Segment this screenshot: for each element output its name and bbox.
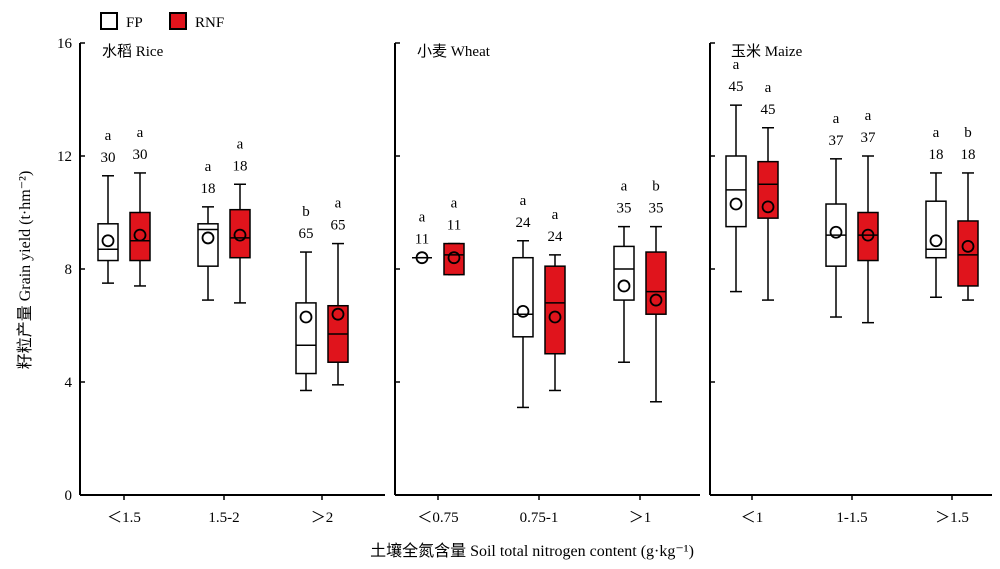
box-rnf-iqr (229, 208, 251, 259)
x-tick-label: ＜1 (741, 510, 764, 526)
panel-title-maize: 玉米 Maize (731, 43, 803, 60)
legend-swatch-fp (100, 12, 118, 30)
box-rnf-significance-letter: b (652, 179, 660, 195)
box-rnf-significance-letter: a (865, 108, 872, 124)
y-tick-label: 12 (57, 149, 72, 165)
box-fp-significance-letter: b (302, 204, 310, 220)
box-fp-significance-letter: a (621, 179, 628, 195)
y-tick-label: 4 (65, 375, 73, 391)
box-fp-significance-letter: a (419, 210, 426, 226)
box-fp-significance-letter: a (205, 159, 212, 175)
box-rnf-iqr (544, 265, 566, 355)
box-rnf-n-label: 18 (961, 147, 976, 163)
box-rnf-n-label: 65 (331, 218, 346, 234)
plot-area: 0 4 8 12 16 ＜1.5 30 a 30 a 1.5-2 18 a 18 a ＞2 65 b 65 a ＜0.7… (57, 36, 992, 526)
box-rnf-n-label: 45 (761, 102, 776, 118)
box-rnf-mean-marker (961, 239, 975, 253)
y-tick-label: 8 (65, 262, 73, 278)
box-rnf-mean-marker (548, 310, 562, 324)
box-fp-mean-marker (415, 251, 429, 265)
box-fp-n-label: 11 (415, 232, 429, 248)
box-rnf-n-label: 18 (233, 158, 248, 174)
x-axis-title: 土壤全氮含量 Soil total nitrogen content (g·kg… (370, 541, 694, 560)
box-fp-iqr (725, 155, 747, 228)
legend-swatch-rnf (169, 12, 187, 30)
box-fp-n-label: 37 (829, 133, 845, 149)
x-tick-label: ＜1.5 (107, 510, 141, 526)
x-tick-label: ＞1.5 (935, 510, 969, 526)
box-fp-significance-letter: a (105, 128, 112, 144)
y-tick-label: 0 (65, 488, 73, 504)
box-rnf-n-label: 37 (861, 130, 877, 146)
box-rnf-n-label: 35 (649, 201, 664, 217)
box-fp-mean-marker (929, 234, 943, 248)
box-fp-iqr (295, 302, 317, 375)
box-rnf-iqr (129, 211, 151, 262)
y-tick-label: 16 (57, 36, 73, 52)
x-tick-label: 0.75-1 (520, 510, 559, 526)
box-rnf-iqr (857, 211, 879, 262)
legend: FP RNF (100, 12, 224, 31)
box-fp-n-label: 24 (516, 215, 532, 231)
box-fp-n-label: 30 (101, 150, 116, 166)
box-rnf-mean-marker (761, 200, 775, 214)
box-rnf-significance-letter: a (237, 136, 244, 152)
box-rnf-significance-letter: a (451, 196, 458, 212)
x-tick-label: 1.5-2 (208, 510, 239, 526)
box-rnf-significance-letter: a (137, 125, 144, 141)
box-rnf-significance-letter: a (765, 80, 772, 96)
box-fp-mean-marker (617, 279, 631, 293)
x-tick-label: ＞1 (629, 510, 652, 526)
panel-title-wheat: 小麦 Wheat (417, 43, 491, 60)
box-fp-mean-marker (729, 197, 743, 211)
box-rnf-n-label: 30 (133, 147, 148, 163)
x-tick-label: 1-1.5 (836, 510, 867, 526)
box-rnf-iqr (757, 160, 779, 219)
box-rnf-significance-letter: a (335, 196, 342, 212)
box-rnf-mean-marker (331, 307, 345, 321)
legend-label-rnf: RNF (195, 15, 224, 31)
box-rnf-mean-marker (233, 228, 247, 242)
box-fp-mean-marker (201, 231, 215, 245)
box-rnf-significance-letter: b (964, 125, 972, 141)
box-fp-mean-marker (299, 310, 313, 324)
box-rnf-iqr (957, 220, 979, 287)
box-fp-n-label: 18 (201, 181, 216, 197)
y-axis-title: 籽粒产量 Grain yield (t·hm⁻²) (16, 171, 34, 370)
box-fp-mean-marker (516, 304, 530, 318)
box-fp-significance-letter: a (833, 111, 840, 127)
panel-title-rice: 水稻 Rice (102, 43, 164, 60)
box-fp-mean-marker (829, 225, 843, 239)
box-fp-significance-letter: a (520, 193, 527, 209)
box-fp-iqr (97, 223, 119, 262)
box-rnf-iqr (443, 242, 465, 276)
box-rnf-significance-letter: a (552, 207, 559, 223)
box-fp-n-label: 18 (929, 147, 944, 163)
box-rnf-mean-marker (133, 228, 147, 242)
box-fp-iqr (512, 256, 534, 338)
box-rnf-mean-marker (447, 251, 461, 265)
box-rnf-mean-marker (649, 293, 663, 307)
x-tick-label: ＜0.75 (417, 510, 458, 526)
box-fp-significance-letter: a (933, 125, 940, 141)
box-fp-mean-marker (101, 234, 115, 248)
box-fp-significance-letter: a (733, 57, 740, 73)
box-rnf-n-label: 24 (548, 229, 564, 245)
legend-label-fp: FP (126, 15, 143, 31)
box-fp-n-label: 35 (617, 201, 632, 217)
box-fp-n-label: 45 (729, 79, 744, 95)
x-tick-label: ＞2 (311, 510, 334, 526)
box-rnf-mean-marker (861, 228, 875, 242)
box-fp-n-label: 65 (299, 226, 314, 242)
box-rnf-n-label: 11 (447, 218, 461, 234)
